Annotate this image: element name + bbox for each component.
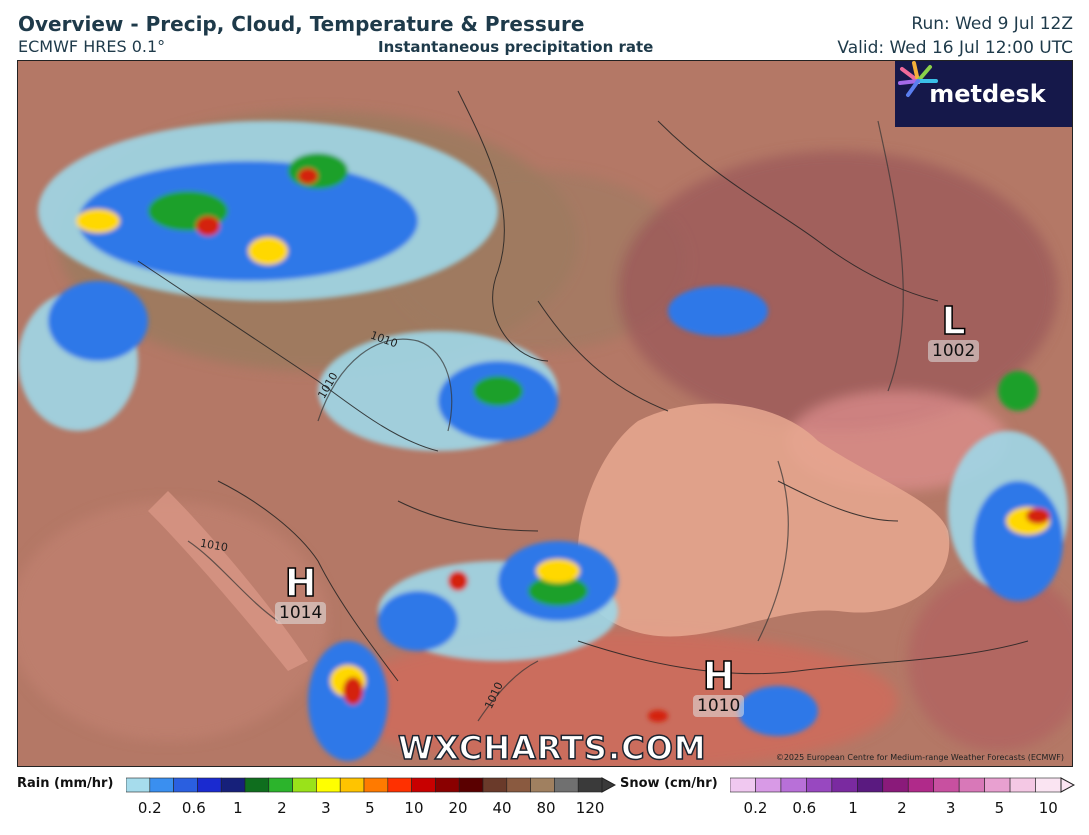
colorbar-segment — [882, 777, 909, 793]
snow-colorbar — [730, 777, 1075, 793]
colorbar-tick-label: 0.2 — [137, 799, 162, 817]
pressure-system-high: H 1014 — [275, 561, 327, 624]
colorbar-segment — [907, 777, 934, 793]
colorbar-segment — [958, 777, 985, 793]
colorbar-tick-label: 10 — [1038, 799, 1058, 817]
pressure-system-high: H 1010 — [693, 654, 745, 717]
metdesk-logo-text: metdesk — [929, 80, 1046, 108]
map-canvas — [18, 61, 1072, 766]
metdesk-logo-icon — [898, 61, 938, 97]
layer-name: Instantaneous precipitation rate — [378, 38, 654, 56]
wxcharts-watermark: WXCHARTS.COM — [397, 728, 707, 767]
snow-legend: Snow (cm/hr) 0.2 0.6 1 2 3 5 10 — [0, 776, 1089, 831]
country-borders — [137, 90, 1029, 682]
pressure-value: 1002 — [928, 340, 980, 362]
pressure-letter: H — [702, 654, 735, 698]
pressure-letter: L — [941, 299, 967, 343]
colorbar-tick-label: 5 — [994, 799, 1005, 817]
copyright-notice: ©2025 European Centre for Medium-range W… — [775, 753, 1064, 762]
colorbar-segment — [730, 777, 756, 793]
pressure-letter: H — [284, 561, 317, 605]
colorbar-extend-arrow — [601, 777, 616, 793]
snow-legend-label: Snow (cm/hr) — [620, 776, 718, 791]
black-sea — [577, 403, 950, 637]
weather-map[interactable]: metdesk L 1002 H 1014 H 1010 1010 1010 1… — [17, 60, 1073, 767]
rain-legend: Rain (mm/hr) 0.2 0.6 1 2 3 5 10 20 40 80 120 — [0, 776, 620, 831]
colorbar-tick-label: 5 — [365, 799, 375, 817]
colorbar-tick-label: 80 — [536, 799, 556, 817]
valid-time: Valid: Wed 16 Jul 12:00 UTC — [837, 38, 1073, 58]
colorbar-tick-label: 1 — [233, 799, 243, 817]
colorbar-segment — [806, 777, 833, 793]
colorbar-tick-label: 2 — [277, 799, 287, 817]
colorbar-tick-label: 0.6 — [792, 799, 817, 817]
rain-colorbar — [126, 777, 616, 793]
metdesk-logo[interactable]: metdesk — [895, 61, 1072, 127]
rain-legend-label: Rain (mm/hr) — [17, 776, 114, 791]
colorbar-tick-label: 120 — [575, 799, 605, 817]
colorbar-tick-label: 2 — [897, 799, 907, 817]
colorbar-segment — [780, 777, 807, 793]
pressure-value: 1014 — [275, 602, 327, 624]
isobars — [187, 120, 904, 722]
colorbar-tick-label: 40 — [492, 799, 512, 817]
colorbar-segment — [755, 777, 782, 793]
colorbar-segment — [831, 777, 858, 793]
adriatic-sea — [148, 491, 308, 671]
colorbar-segment — [933, 777, 960, 793]
colorbar-segment — [857, 777, 884, 793]
colorbar-segment — [1035, 777, 1062, 793]
colorbar-tick-label: 0.2 — [743, 799, 768, 817]
colorbar-tick-label: 3 — [945, 799, 956, 817]
pressure-value: 1010 — [693, 695, 745, 717]
page-title: Overview - Precip, Cloud, Temperature & … — [18, 12, 585, 36]
precip-field — [18, 121, 1068, 761]
run-time: Run: Wed 9 Jul 12Z — [911, 14, 1073, 34]
colorbar-segment — [984, 777, 1011, 793]
colorbar-tick-label: 1 — [848, 799, 858, 817]
colorbar-segment — [1009, 777, 1036, 793]
pressure-system-low: L 1002 — [928, 299, 980, 362]
colorbar-extend-arrow — [1060, 777, 1075, 793]
colorbar-tick-label: 3 — [321, 799, 331, 817]
model-name: ECMWF HRES 0.1° — [18, 37, 166, 56]
colorbar-tick-label: 10 — [404, 799, 424, 817]
colorbar-tick-label: 0.6 — [181, 799, 206, 817]
colorbar-tick-label: 20 — [448, 799, 468, 817]
